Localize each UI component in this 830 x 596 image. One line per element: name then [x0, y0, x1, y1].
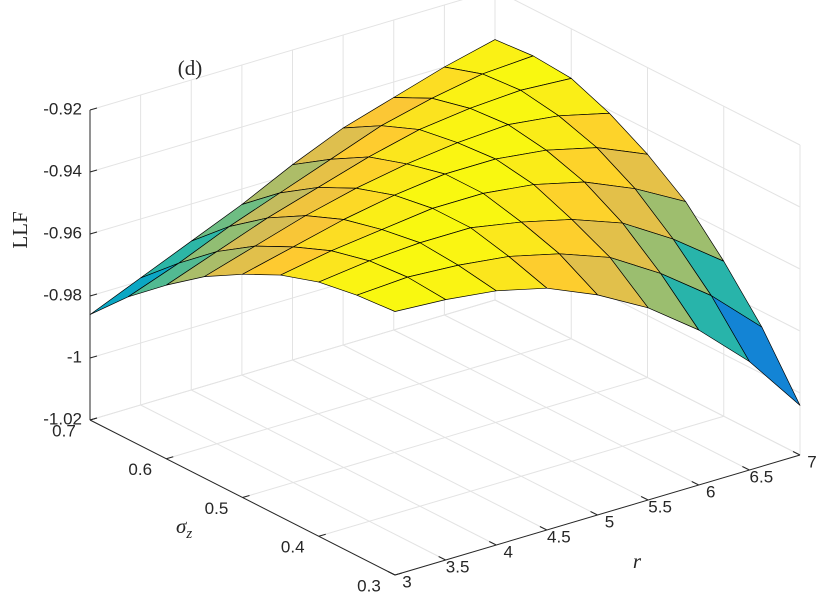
- z-tick-label: -1: [67, 347, 82, 366]
- grid-line: [513, 0, 801, 146]
- y-axis-label-subscript: z: [185, 526, 192, 542]
- x-tick: [489, 541, 497, 546]
- z-axis-label: LLF: [8, 211, 32, 248]
- z-tick: [89, 107, 98, 111]
- y-tick-label: 0.5: [205, 499, 229, 518]
- x-tick: [387, 571, 396, 576]
- x-tick: [590, 511, 598, 516]
- grid-line: [166, 338, 572, 460]
- surface-patch: [356, 276, 446, 312]
- x-tick-label: 4: [504, 542, 513, 561]
- y-axis-label: σz: [176, 514, 192, 543]
- x-tick-label: 4.5: [547, 527, 571, 546]
- x-tick: [691, 481, 699, 486]
- y-tick: [166, 456, 174, 460]
- x-axis-label: r: [633, 549, 642, 573]
- x-tick-label: 6: [706, 482, 715, 501]
- grid-line: [242, 377, 648, 498]
- x-tick-label: 6.5: [750, 467, 774, 486]
- grid-line: [89, 299, 496, 421]
- y-tick: [394, 572, 403, 576]
- y-tick-label: 0.3: [357, 576, 381, 595]
- chart-title: (d): [178, 56, 203, 80]
- z-tick-label: -0.98: [43, 285, 82, 304]
- z-tick: [89, 169, 98, 173]
- x-tick-label: 7: [807, 452, 816, 471]
- x-tick: [438, 556, 446, 561]
- x-tick: [742, 466, 750, 471]
- x-tick: [539, 526, 548, 531]
- z-tick: [89, 417, 98, 421]
- grid-line: [89, 0, 464, 111]
- surface-patch: [89, 262, 180, 315]
- x-tick-label: 5.5: [648, 497, 672, 516]
- x-tick-label: 3: [402, 572, 411, 591]
- x-tick-label: 5: [605, 512, 614, 531]
- y-tick-label: 0.4: [281, 538, 305, 557]
- z-tick-label: -1.02: [43, 409, 82, 428]
- grid-line: [89, 51, 496, 173]
- z-tick-label: -0.96: [43, 223, 82, 242]
- x-tick-label: 3.5: [446, 557, 470, 576]
- y-axis-label-symbol: σ: [176, 514, 188, 538]
- z-tick: [89, 355, 98, 359]
- y-tick-label: 0.6: [128, 460, 152, 479]
- surface-patch: [710, 295, 801, 406]
- y-tick: [318, 533, 326, 537]
- z-tick-label: -0.94: [43, 161, 82, 180]
- x-tick: [640, 496, 649, 501]
- z-tick-label: -0.92: [43, 99, 82, 118]
- grid-line: [318, 415, 724, 537]
- x-tick: [792, 451, 801, 456]
- z-tick: [89, 293, 98, 297]
- grid-line: [494, 299, 801, 456]
- y-tick: [242, 495, 250, 498]
- z-tick: [89, 231, 98, 235]
- y-tick-label: 0.7: [52, 421, 76, 440]
